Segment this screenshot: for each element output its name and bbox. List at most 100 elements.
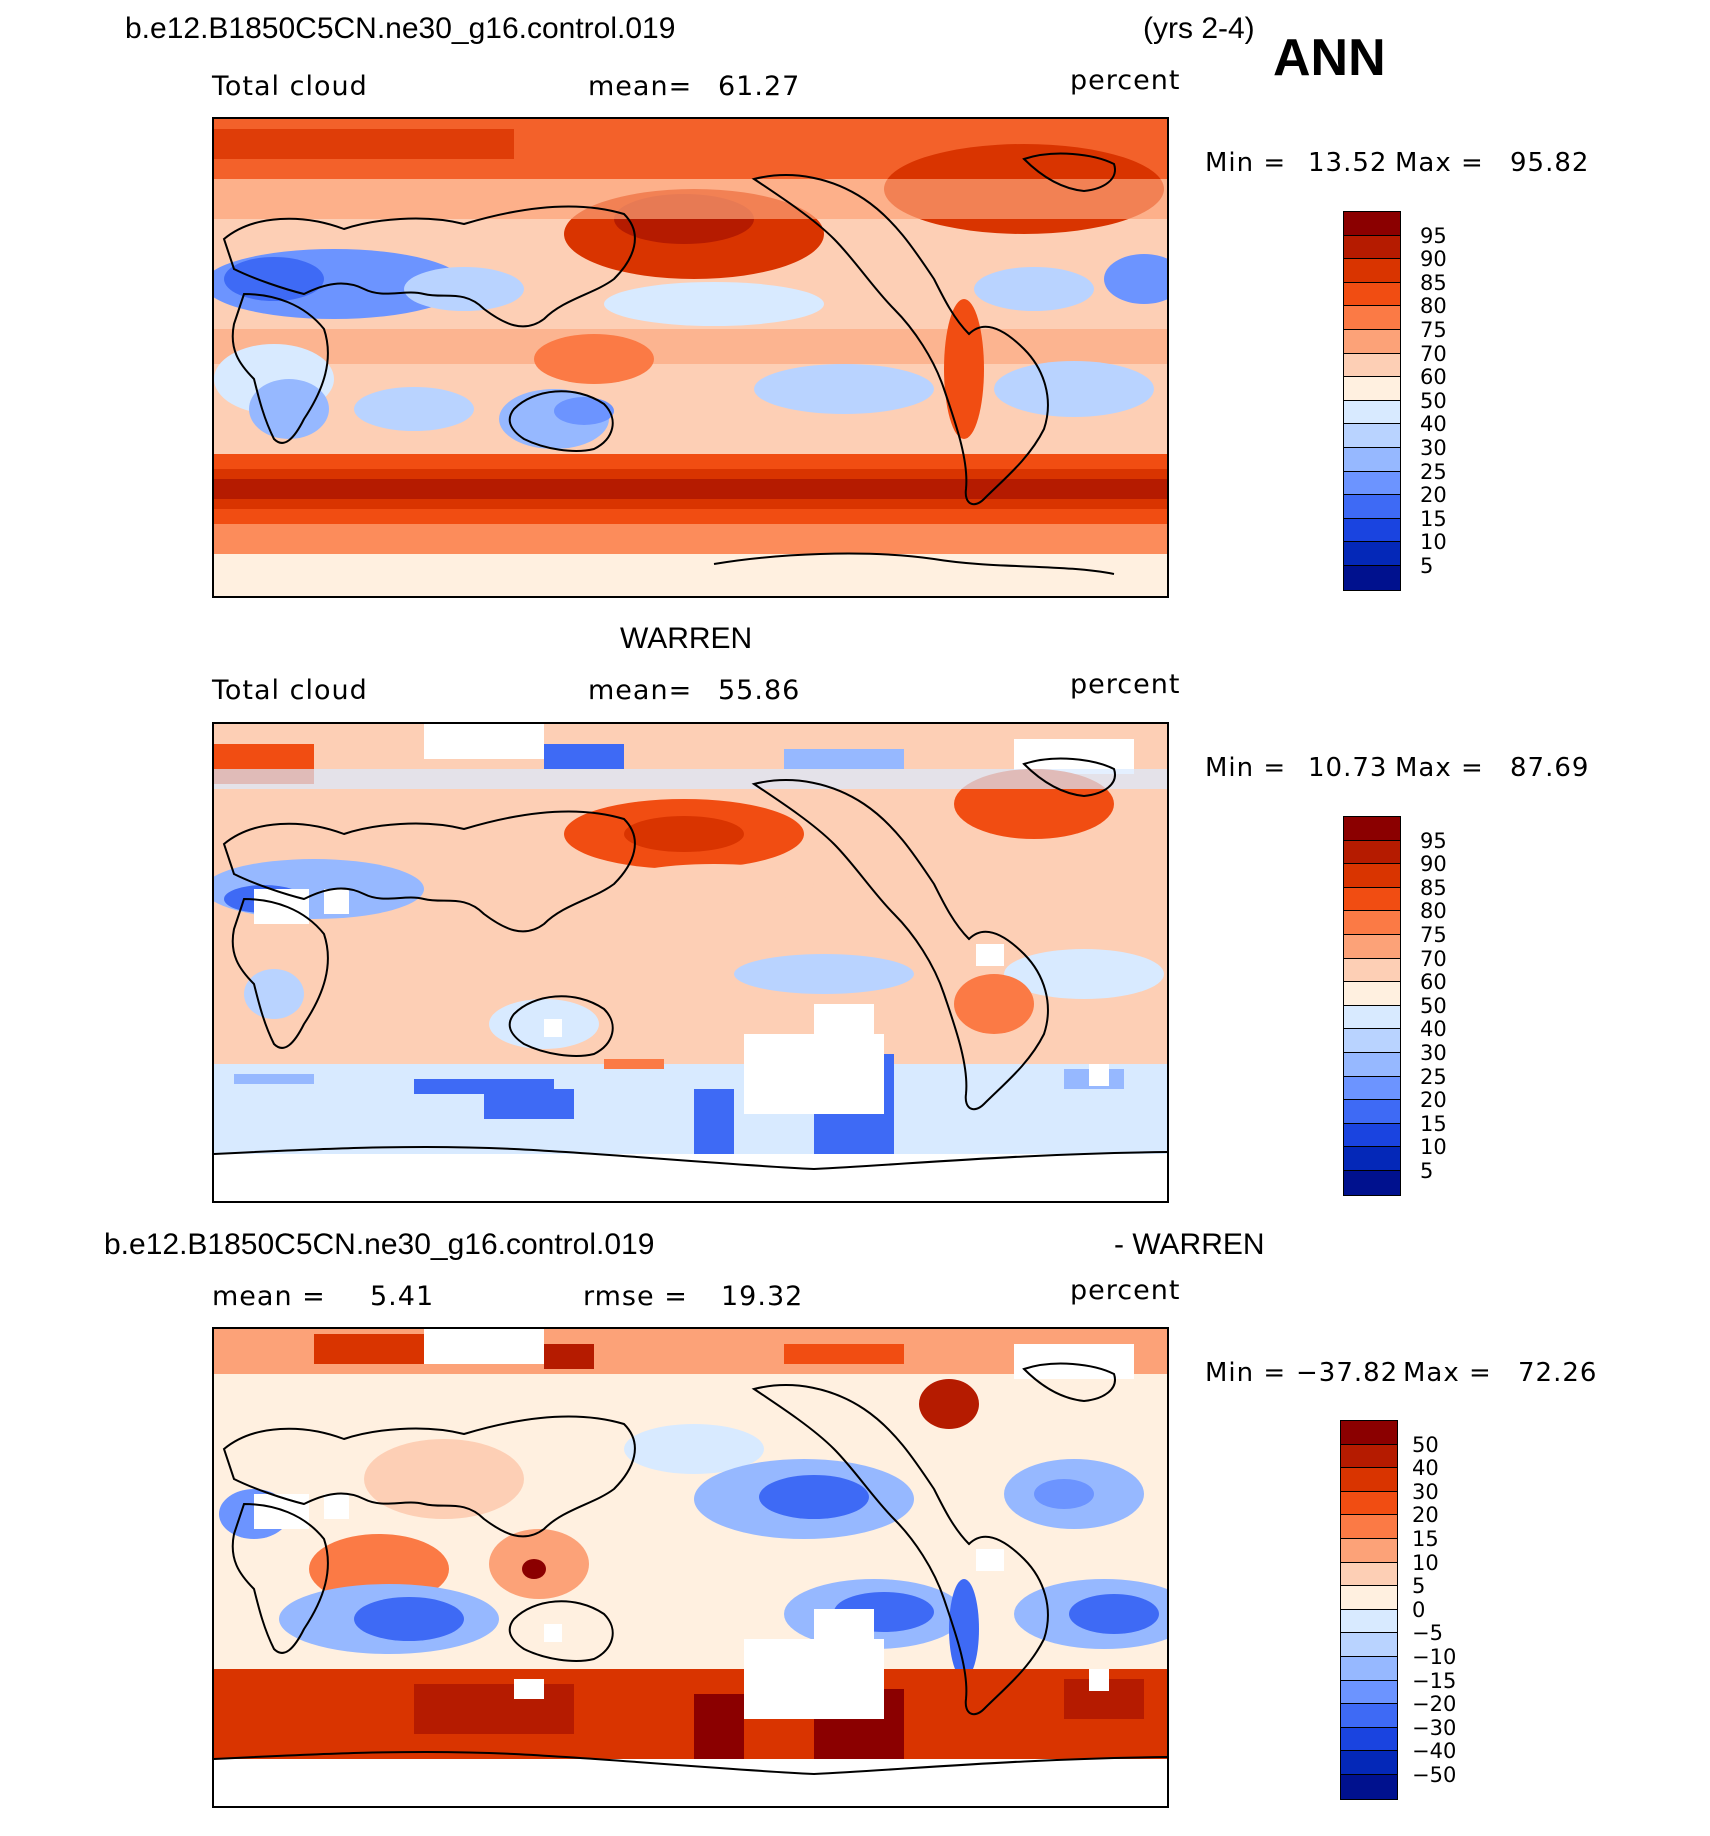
panel3-colorbar-tick-label: 30 — [1412, 1479, 1439, 1504]
panel2-colorbar-segment — [1344, 864, 1400, 888]
panel3-max-value: 72.26 — [1518, 1358, 1598, 1388]
panel2-colorbar-tick-label: 50 — [1420, 993, 1447, 1018]
panel2-colorbar-tick-label: 90 — [1420, 852, 1447, 877]
panel2-colorbar-tick-label: 25 — [1420, 1064, 1447, 1089]
panel1-colorbar-tick-label: 20 — [1420, 483, 1447, 508]
panel1-colorbar — [1343, 211, 1401, 591]
panel2-min-label: Min = — [1205, 753, 1287, 783]
panel2-colorbar-segment — [1344, 1170, 1400, 1195]
panel1-colorbar-tick-label: 95 — [1420, 223, 1447, 248]
panel3-min-label: Min = — [1205, 1358, 1287, 1388]
panel2-colorbar-segment — [1344, 1100, 1400, 1124]
panel1-max-label: Max = — [1395, 148, 1484, 178]
panel1-colorbar-tick-label: 10 — [1420, 530, 1447, 555]
panel3-colorbar-segment — [1341, 1491, 1397, 1516]
panel2-colorbar-segment — [1344, 887, 1400, 912]
panel3-colorbar-segment — [1341, 1680, 1397, 1705]
panel2-title: WARREN — [620, 622, 753, 655]
panel3-colorbar-tick-label: 20 — [1412, 1503, 1439, 1528]
panel2-colorbar-segment — [1344, 911, 1400, 935]
panel1-colorbar-segment — [1344, 306, 1400, 330]
panel3-colorbar-segment — [1341, 1444, 1397, 1469]
panel1-mean-label: mean= — [588, 71, 693, 102]
panel2-colorbar — [1343, 816, 1401, 1196]
panel2-colorbar-segment — [1344, 817, 1400, 841]
panel3-rmse-label: rmse = — [583, 1281, 688, 1312]
panel3-map-svg — [214, 1329, 1167, 1806]
panel1-colorbar-segment — [1344, 495, 1400, 519]
panel3-colorbar-segment — [1341, 1751, 1397, 1775]
panel3-colorbar-segment — [1341, 1468, 1397, 1492]
panel1-colorbar-segment — [1344, 353, 1400, 378]
panel2-colorbar-tick-label: 95 — [1420, 828, 1447, 853]
panel1-colorbar-tick-label: 80 — [1420, 294, 1447, 319]
panel3-max-label: Max = — [1403, 1358, 1492, 1388]
panel1-colorbar-tick-label: 75 — [1420, 318, 1447, 342]
panel2-colorbar-tick-label: 20 — [1420, 1088, 1447, 1113]
panel2-units: percent — [1070, 669, 1181, 700]
panel2-map-svg — [214, 724, 1167, 1201]
panel3-mean-value: 5.41 — [370, 1281, 435, 1312]
panel2-colorbar-segment — [1344, 1123, 1400, 1148]
panel3-units: percent — [1070, 1275, 1181, 1306]
panel1-colorbar-tick-label: 50 — [1420, 388, 1447, 413]
panel3-colorbar-segment — [1341, 1562, 1397, 1587]
panel1-colorbar-segment — [1344, 542, 1400, 566]
panel2-max-value: 87.69 — [1510, 753, 1590, 783]
panel1-min-label: Min = — [1205, 148, 1287, 178]
panel1-colorbar-tick-label: 85 — [1420, 270, 1447, 295]
panel1-colorbar-tick-label: 25 — [1420, 459, 1447, 484]
panel3-colorbar-segment — [1341, 1774, 1397, 1799]
panel2-colorbar-segment — [1344, 1147, 1400, 1171]
panel1-min-value: 13.52 — [1308, 148, 1388, 178]
panel1-map-svg — [214, 119, 1167, 596]
panel3-colorbar-tick-label: 0 — [1412, 1597, 1426, 1622]
panel2-colorbar-segment — [1344, 958, 1400, 983]
panel3-mean-label: mean = — [212, 1281, 326, 1312]
panel1-colorbar-segment — [1344, 400, 1400, 425]
panel1-variable: Total cloud — [212, 71, 368, 102]
panel3-colorbar-tick-label: −30 — [1412, 1715, 1457, 1740]
panel3-colorbar-tick-label: 10 — [1412, 1550, 1439, 1575]
panel3-colorbar-tick-label: −5 — [1412, 1621, 1443, 1646]
panel2-colorbar-tick-label: 40 — [1420, 1017, 1447, 1042]
panel3-colorbar-tick-label: 40 — [1412, 1456, 1439, 1481]
panel3-colorbar — [1340, 1420, 1398, 1800]
panel1-colorbar-segment — [1344, 377, 1400, 401]
panel3-colorbar-segment — [1341, 1727, 1397, 1752]
panel3-map — [212, 1327, 1169, 1808]
panel1-colorbar-segment — [1344, 235, 1400, 260]
panel1-colorbar-segment — [1344, 424, 1400, 448]
panel2-colorbar-tick-label: 30 — [1420, 1041, 1447, 1065]
panel3-colorbar-tick-label: 50 — [1412, 1432, 1439, 1457]
case-title: b.e12.B1850C5CN.ne30_g16.control.019 — [125, 12, 676, 45]
panel2-min-value: 10.73 — [1308, 753, 1388, 783]
panel3-title-left: b.e12.B1850C5CN.ne30_g16.control.019 — [104, 1228, 655, 1261]
panel3-colorbar-tick-label: 15 — [1412, 1527, 1439, 1551]
panel2-colorbar-tick-label: 85 — [1420, 875, 1447, 900]
panel3-colorbar-tick-label: −50 — [1412, 1763, 1457, 1787]
panel1-colorbar-tick-label: 40 — [1420, 412, 1447, 437]
panel2-colorbar-tick-label: 70 — [1420, 946, 1447, 971]
panel2-map — [212, 722, 1169, 1203]
panel2-colorbar-segment — [1344, 1076, 1400, 1101]
panel3-colorbar-tick-label: 5 — [1412, 1574, 1426, 1599]
panel3-rmse-value: 19.32 — [721, 1281, 804, 1312]
years-label: (yrs 2-4) — [1143, 12, 1255, 45]
panel1-colorbar-segment — [1344, 565, 1400, 590]
panel1-colorbar-tick-label: 5 — [1420, 554, 1434, 578]
panel2-colorbar-tick-label: 60 — [1420, 970, 1447, 995]
panel3-colorbar-segment — [1341, 1515, 1397, 1539]
panel2-colorbar-segment — [1344, 1029, 1400, 1053]
season-label: ANN — [1273, 29, 1386, 87]
panel1-colorbar-tick-label: 90 — [1420, 247, 1447, 272]
panel3-colorbar-tick-label: −10 — [1412, 1645, 1457, 1669]
panel1-max-value: 95.82 — [1510, 148, 1590, 178]
panel3-colorbar-segment — [1341, 1538, 1397, 1563]
panel1-colorbar-tick-label: 60 — [1420, 365, 1447, 390]
panel2-colorbar-segment — [1344, 934, 1400, 959]
panel1-colorbar-segment — [1344, 471, 1400, 496]
panel3-colorbar-segment — [1341, 1586, 1397, 1610]
panel2-colorbar-tick-label: 80 — [1420, 899, 1447, 924]
panel2-colorbar-segment — [1344, 840, 1400, 865]
